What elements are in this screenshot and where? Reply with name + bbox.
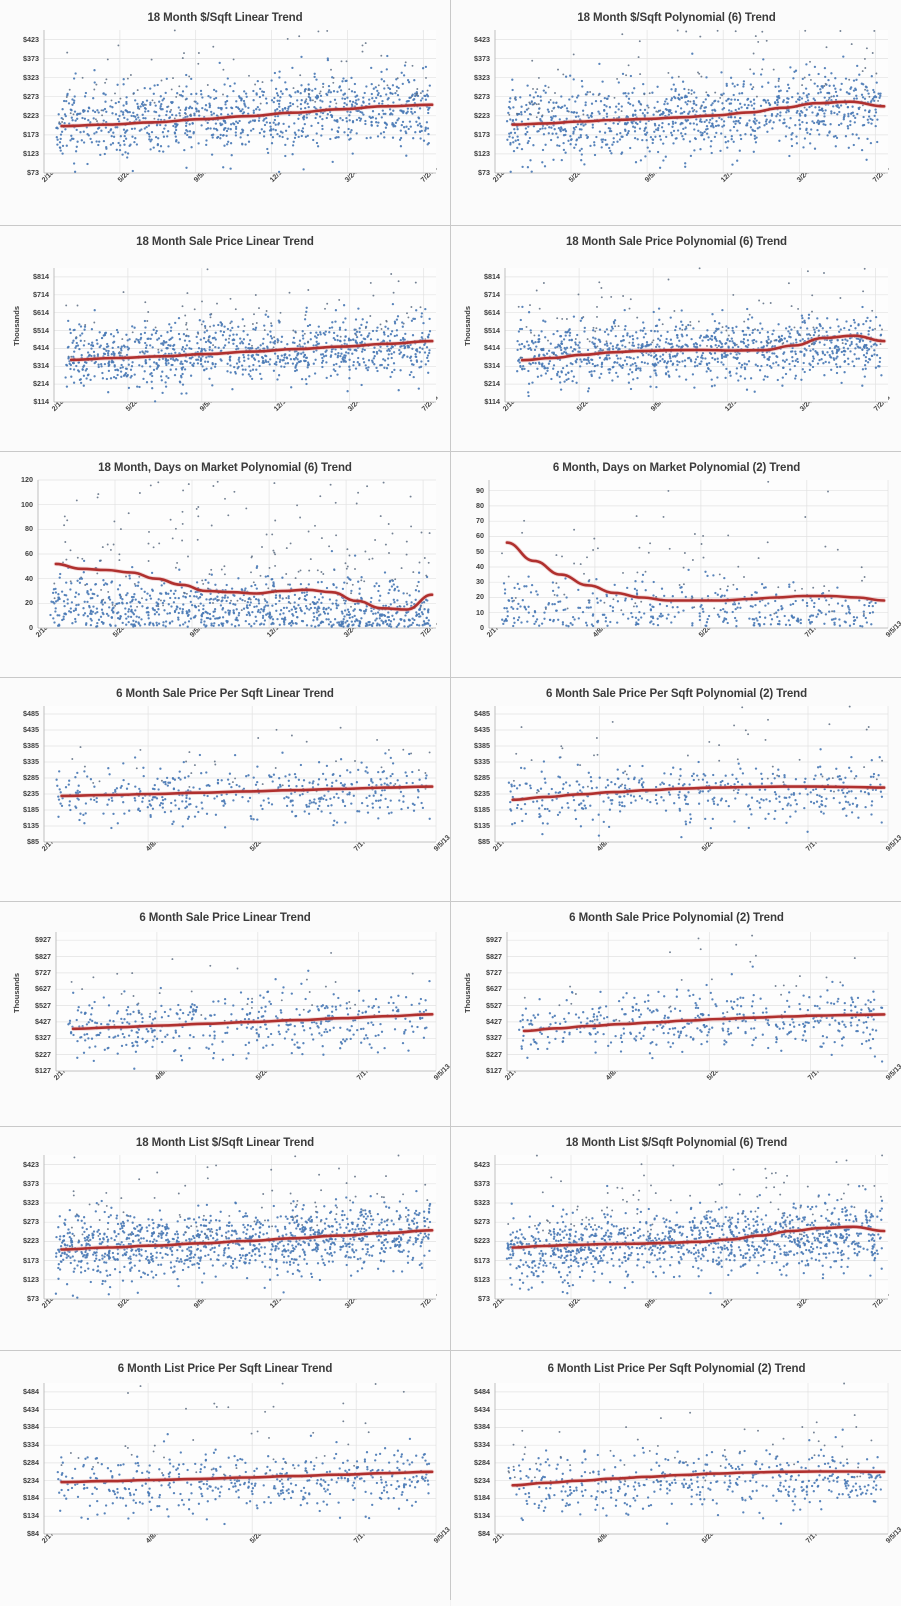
plot-area [451,0,901,225]
chart-18mo-list-sqft-linear[interactable]: 18 Month List $/Sqft Linear Trend$73$123… [0,1127,450,1350]
plot-area [0,1351,450,1606]
chart-6mo-sale-sqft-poly2[interactable]: 6 Month Sale Price Per Sqft Polynomial (… [451,678,901,901]
plot-area [0,0,450,225]
chart-6mo-list-sqft-linear[interactable]: 6 Month List Price Per Sqft Linear Trend… [0,1351,450,1606]
plot-area [451,452,901,677]
plot-area [0,678,450,901]
plot-area [0,452,450,677]
chart-18mo-sqft-poly6[interactable]: 18 Month $/Sqft Polynomial (6) Trend$73$… [451,0,901,225]
chart-6mo-list-sqft-poly2[interactable]: 6 Month List Price Per Sqft Polynomial (… [451,1351,901,1606]
plot-area [451,678,901,901]
plot-area [451,902,901,1126]
plot-area [0,226,450,451]
plot-area [451,226,901,451]
plot-area [0,1127,450,1350]
plot-area [451,1351,901,1606]
chart-6mo-sale-sqft-linear[interactable]: 6 Month Sale Price Per Sqft Linear Trend… [0,678,450,901]
chart-18mo-saleprice-poly6[interactable]: 18 Month Sale Price Polynomial (6) Trend… [451,226,901,451]
chart-18mo-sqft-linear[interactable]: 18 Month $/Sqft Linear Trend$73$123$173$… [0,0,450,225]
plot-area [451,1127,901,1350]
chart-18mo-dom-poly6[interactable]: 18 Month, Days on Market Polynomial (6) … [0,452,450,677]
chart-6mo-dom-poly2[interactable]: 6 Month, Days on Market Polynomial (2) T… [451,452,901,677]
chart-18mo-list-sqft-poly6[interactable]: 18 Month List $/Sqft Polynomial (6) Tren… [451,1127,901,1350]
plot-area [0,902,450,1126]
